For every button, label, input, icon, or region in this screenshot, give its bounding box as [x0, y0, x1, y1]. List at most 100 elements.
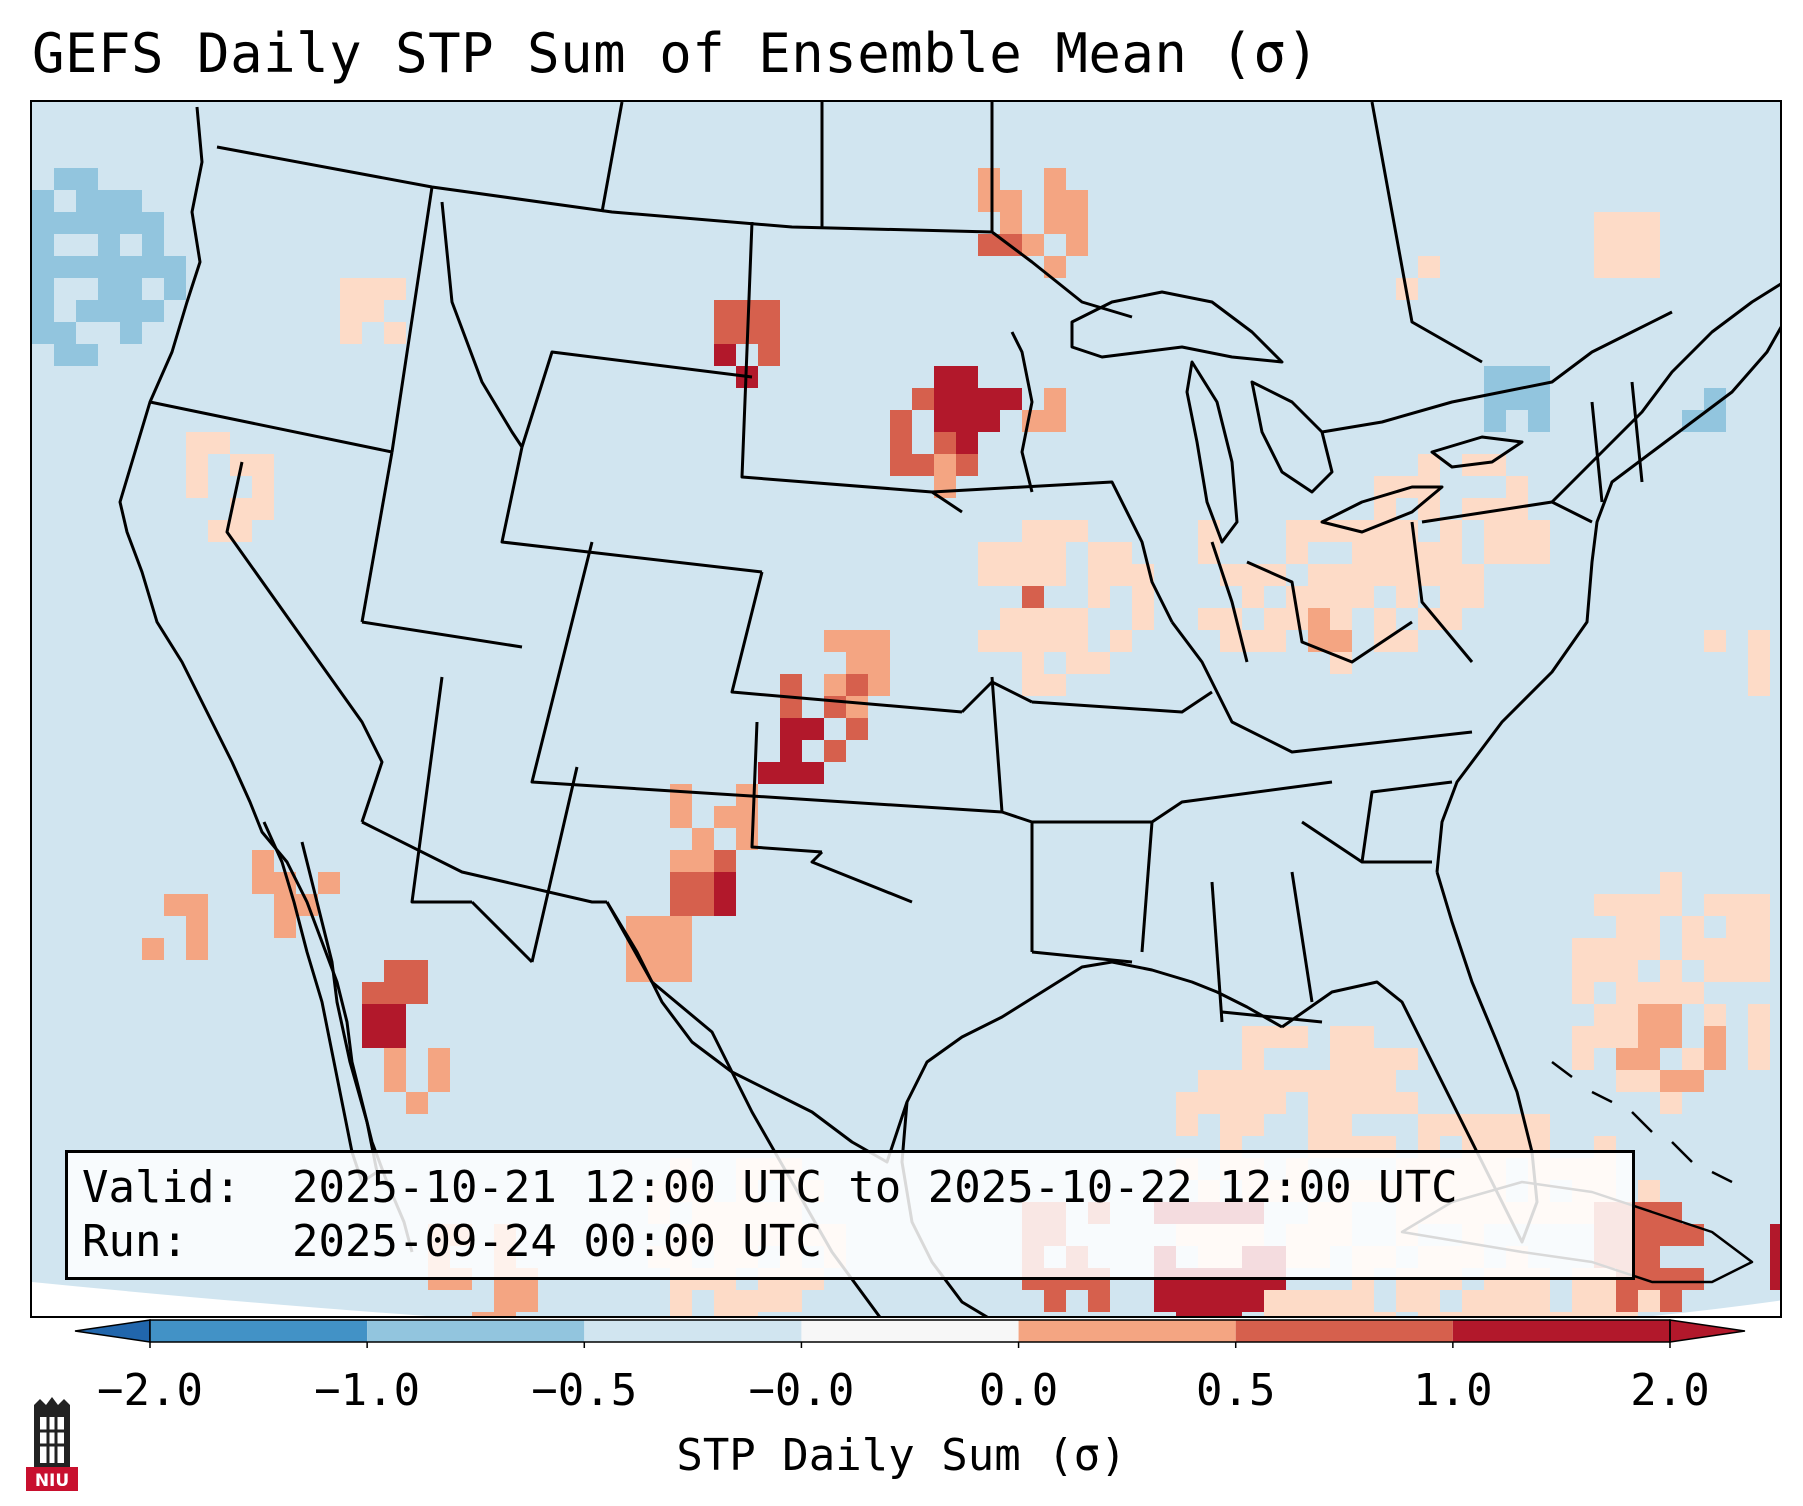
anomaly-cell — [1484, 410, 1506, 432]
anomaly-cell — [1528, 520, 1550, 542]
anomaly-cell — [1308, 1114, 1330, 1136]
anomaly-cell — [1660, 1224, 1682, 1246]
anomaly-cell — [1440, 1114, 1462, 1136]
anomaly-cell — [1000, 608, 1022, 630]
anomaly-cell — [846, 652, 868, 674]
anomaly-cell — [1330, 1070, 1352, 1092]
state-line — [1246, 560, 1413, 664]
canada-province-line — [1370, 102, 1483, 364]
anomaly-cell — [1638, 1180, 1660, 1202]
anomaly-cell — [1418, 498, 1440, 520]
anomaly-cell — [1462, 586, 1484, 608]
anomaly-cell — [1660, 1026, 1682, 1048]
anomaly-cell — [98, 256, 120, 278]
anomaly-cell — [780, 674, 802, 696]
anomaly-cell — [1660, 982, 1682, 1004]
anomaly-cell — [1374, 542, 1396, 564]
state-line — [1410, 521, 1474, 663]
anomaly-cell — [1572, 982, 1594, 1004]
anomaly-cell — [1484, 1290, 1506, 1312]
anomaly-cell — [956, 432, 978, 454]
anomaly-cell — [1704, 410, 1726, 432]
anomaly-cell — [1484, 1114, 1506, 1136]
anomaly-cell — [714, 1290, 736, 1312]
anomaly-cell — [1286, 1070, 1308, 1092]
anomaly-cell — [692, 850, 714, 872]
colorbar-segment — [1452, 1320, 1670, 1342]
anomaly-cell — [1572, 938, 1594, 960]
anomaly-cell — [780, 762, 802, 784]
anomaly-cell — [1374, 498, 1396, 520]
anomaly-cell — [714, 872, 736, 894]
anomaly-cell — [120, 278, 142, 300]
state-line — [730, 571, 963, 714]
state-line — [470, 900, 534, 964]
anomaly-cell — [252, 872, 274, 894]
anomaly-cell — [318, 872, 340, 894]
anomaly-cell — [1638, 982, 1660, 1004]
anomaly-cell — [384, 1004, 406, 1026]
anomaly-cell — [1308, 1092, 1330, 1114]
anomaly-cell — [1110, 542, 1132, 564]
anomaly-cell — [1088, 1290, 1110, 1312]
anomaly-cell — [670, 872, 692, 894]
anomaly-cell — [516, 1290, 538, 1312]
anomaly-cell — [1088, 586, 1110, 608]
anomaly-cell — [1638, 1004, 1660, 1026]
anomaly-cell — [384, 1048, 406, 1070]
anomaly-cell — [1352, 1026, 1374, 1048]
anomaly-cell — [1418, 564, 1440, 586]
anomaly-cell — [142, 938, 164, 960]
us-canada-border — [216, 145, 1133, 319]
anomaly-cell — [384, 960, 406, 982]
anomaly-cell — [32, 234, 54, 256]
anomaly-cell — [362, 1026, 384, 1048]
anomaly-cell — [1616, 1312, 1638, 1316]
lake-erie — [1320, 485, 1444, 534]
anomaly-cell — [692, 894, 714, 916]
anomaly-cell — [252, 850, 274, 872]
anomaly-cell — [1242, 1048, 1264, 1070]
anomaly-cell — [1264, 1026, 1286, 1048]
projection-domain — [32, 102, 1780, 1316]
anomaly-cell — [1418, 1290, 1440, 1312]
anomaly-cell — [1616, 916, 1638, 938]
anomaly-cell — [1176, 1290, 1198, 1312]
anomaly-cell — [1528, 1290, 1550, 1312]
state-line — [810, 850, 913, 904]
us-mexico-border — [361, 820, 607, 904]
anomaly-cell — [1308, 1070, 1330, 1092]
anomaly-cell — [1352, 1070, 1374, 1092]
anomaly-cell — [1330, 608, 1352, 630]
anomaly-cell — [186, 432, 208, 454]
anomaly-cell — [1660, 1070, 1682, 1092]
anomaly-cell — [978, 388, 1000, 410]
anomaly-cell — [340, 278, 362, 300]
anomaly-cell — [1000, 388, 1022, 410]
anomaly-cell — [846, 674, 868, 696]
anomaly-cell — [802, 718, 824, 740]
anomaly-cell — [1748, 1004, 1770, 1026]
anomaly-cell — [1616, 256, 1638, 278]
state-line — [361, 620, 523, 649]
anomaly-cell — [934, 432, 956, 454]
state-line — [1630, 381, 1644, 483]
anomaly-cell — [1330, 1312, 1352, 1316]
anomaly-cell — [1528, 1312, 1550, 1316]
atlantic-coastline — [1435, 326, 1780, 873]
anomaly-cell — [1770, 1268, 1780, 1290]
anomaly-cell — [1264, 630, 1286, 652]
anomaly-cell — [1066, 234, 1088, 256]
logo-window — [40, 1417, 64, 1463]
anomaly-cell — [494, 1290, 516, 1312]
anomaly-cell — [1770, 1224, 1780, 1246]
anomaly-cell — [1682, 916, 1704, 938]
anomaly-cell — [912, 388, 934, 410]
anomaly-cell — [1594, 1290, 1616, 1312]
anomaly-cell — [384, 278, 406, 300]
anomaly-cell — [472, 1312, 494, 1316]
anomaly-cell — [406, 982, 428, 1004]
state-line — [1170, 621, 1473, 754]
anomaly-cell — [1638, 1224, 1660, 1246]
anomaly-cell — [692, 872, 714, 894]
